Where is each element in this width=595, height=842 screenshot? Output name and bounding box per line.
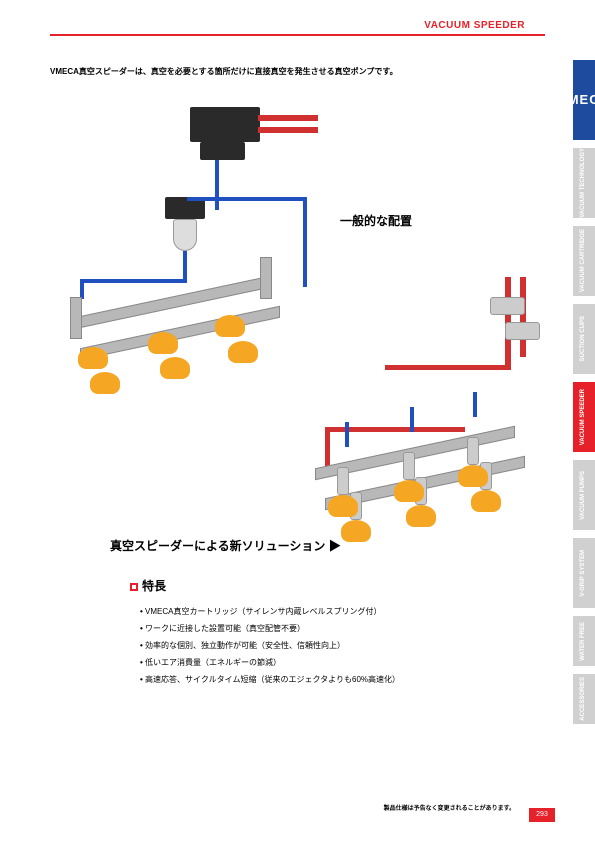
page-number: 293 (529, 808, 555, 822)
tab-brand: VMECA (573, 60, 595, 140)
feature-item: 高速応答、サイクルタイム短縮（従来のエジェクタよりも60%高速化） (140, 674, 545, 685)
footnote: 製品仕様は予告なく変更されることがあります。 (384, 803, 515, 812)
tab-water-free[interactable]: WATER FREE (573, 616, 595, 666)
diagram-area: 一般的な配置 真空スピーダーによる新ソリューション ▶ (50, 97, 545, 557)
tab-label: WATER FREE (580, 622, 587, 661)
features-title: 特長 (130, 577, 545, 594)
feature-item: VMECA真空カートリッジ（サイレンサ内蔵レベルスプリング付） (140, 606, 545, 617)
tab-vgrip-system[interactable]: V-GRIP SYSTEM (573, 538, 595, 608)
feature-item: 効率的な個別、独立動作が可能（安全性、信頼性向上） (140, 640, 545, 651)
tab-label: VACUUM SPEEDER (580, 389, 587, 445)
tab-vacuum-pumps[interactable]: VACUUM PUMPS (573, 460, 595, 530)
intro-text: VMECA真空スピーダーは、真空を必要とする箇所だけに直接真空を発生させる真空ポ… (50, 66, 545, 77)
header-rule (50, 34, 545, 36)
tab-label: V-GRIP SYSTEM (580, 550, 587, 597)
tab-brand-label: VMECA (558, 92, 595, 108)
label-arrangement: 一般的な配置 (340, 212, 412, 229)
page-container: VACUUM SPEEDER VMECA真空スピーダーは、真空を必要とする箇所だ… (0, 0, 595, 842)
feature-item: 低いエア消費量（エネルギーの節減） (140, 657, 545, 668)
tab-vacuum-speeder[interactable]: VACUUM SPEEDER (573, 382, 595, 452)
tab-label: SUCTION CUPS (580, 316, 587, 361)
side-tabs: VMECA VACUUM TECHNOLOGY VACUUM CARTRIDGE… (573, 60, 595, 732)
features-title-text: 特長 (142, 579, 166, 593)
square-icon (130, 583, 138, 591)
tab-label: VACUUM TECHNOLOGY (580, 148, 587, 218)
label-solution: 真空スピーダーによる新ソリューション ▶ (110, 537, 341, 554)
tab-vacuum-technology[interactable]: VACUUM TECHNOLOGY (573, 148, 595, 218)
diagram-speeder (295, 277, 575, 557)
features-list: VMECA真空カートリッジ（サイレンサ内蔵レベルスプリング付） ワークに近接した… (140, 606, 545, 685)
tab-label: VACUUM CARTRIDGE (580, 229, 587, 292)
tab-label: ACCESSORIES (580, 677, 587, 721)
tab-vacuum-cartridge[interactable]: VACUUM CARTRIDGE (573, 226, 595, 296)
tab-suction-cups[interactable]: SUCTION CUPS (573, 304, 595, 374)
tab-accessories[interactable]: ACCESSORIES (573, 674, 595, 724)
tab-label: VACUUM PUMPS (580, 471, 587, 520)
feature-item: ワークに近接した設置可能（真空配管不要） (140, 623, 545, 634)
header-title: VACUUM SPEEDER (50, 20, 525, 31)
